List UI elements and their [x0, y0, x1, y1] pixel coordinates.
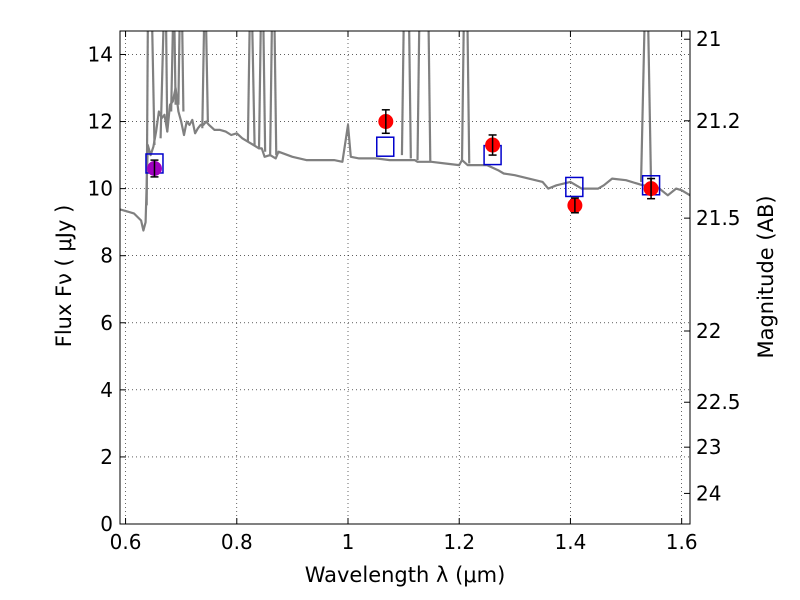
- y-tick-label: 8: [100, 244, 113, 268]
- x-axis-label: Wavelength λ (μm): [305, 563, 506, 587]
- right-tick-label: 21.2: [696, 109, 741, 133]
- spectrum-spike: [416, 31, 421, 161]
- spectrum-spike: [639, 31, 646, 182]
- series-layer: [120, 31, 690, 232]
- model-box: [376, 136, 395, 157]
- right-tick-label: 22.5: [696, 390, 741, 414]
- spectrum-spike: [173, 31, 177, 105]
- y-tick-label: 0: [100, 512, 113, 536]
- spectrum-spike: [257, 31, 262, 149]
- spectrum-spike: [151, 31, 156, 146]
- spectrum-spike: [170, 31, 174, 112]
- spectrum-spike: [269, 31, 273, 156]
- x-tick-label: 1: [342, 530, 355, 554]
- right-tick-label: 21.5: [696, 206, 741, 230]
- right-tick-label: 22: [696, 319, 721, 343]
- right-axis-label: Magnitude (AB): [754, 195, 778, 358]
- spectrum-spike: [159, 31, 165, 139]
- y-axis-label: Flux Fν ( μJy ): [52, 205, 76, 348]
- spectrum-spike: [408, 31, 412, 159]
- x-tick-label: 1.2: [443, 530, 475, 554]
- spectrum-spike: [145, 31, 149, 206]
- spectrum-spike: [466, 31, 471, 164]
- y-tick-label: 6: [100, 311, 113, 335]
- spectrum-spike: [246, 31, 251, 142]
- y-tick-label: 14: [88, 42, 113, 66]
- plot-area: [120, 31, 690, 232]
- spectrum-spike: [205, 31, 209, 122]
- spectrum-spike: [400, 31, 405, 156]
- right-tick-label: 21: [696, 27, 721, 51]
- y-tick-label: 2: [100, 445, 113, 469]
- spectrum-spike: [181, 31, 185, 112]
- y-tick-label: 10: [88, 177, 113, 201]
- spectrum-spike: [201, 31, 206, 129]
- model-box: [565, 176, 584, 198]
- spectrum-spike: [427, 31, 432, 162]
- x-tick-label: 1.4: [555, 530, 587, 554]
- spectrum-spike: [273, 31, 278, 156]
- spectrum-spike: [251, 31, 256, 146]
- plot-frame: [119, 30, 691, 525]
- x-tick-label: 0.8: [221, 530, 253, 554]
- x-tick-label: 0.6: [110, 530, 142, 554]
- spectrum-spike: [460, 31, 465, 162]
- spectrum-spike: [177, 31, 181, 105]
- spectrum-spike: [262, 31, 267, 152]
- data-points: [145, 109, 661, 214]
- y-tick-label: 12: [88, 110, 113, 134]
- right-tick-label: 24: [696, 481, 721, 505]
- spectrum-spike: [165, 31, 169, 132]
- y-tick-label: 4: [100, 378, 113, 402]
- ticks: 0.6 0.8 1 1.2 1.4 1.6024681012142121.221.5222…: [88, 27, 741, 554]
- spectrum-spike: [647, 31, 653, 186]
- x-tick-label: 1.6: [666, 530, 698, 554]
- right-tick-label: 23: [696, 435, 721, 459]
